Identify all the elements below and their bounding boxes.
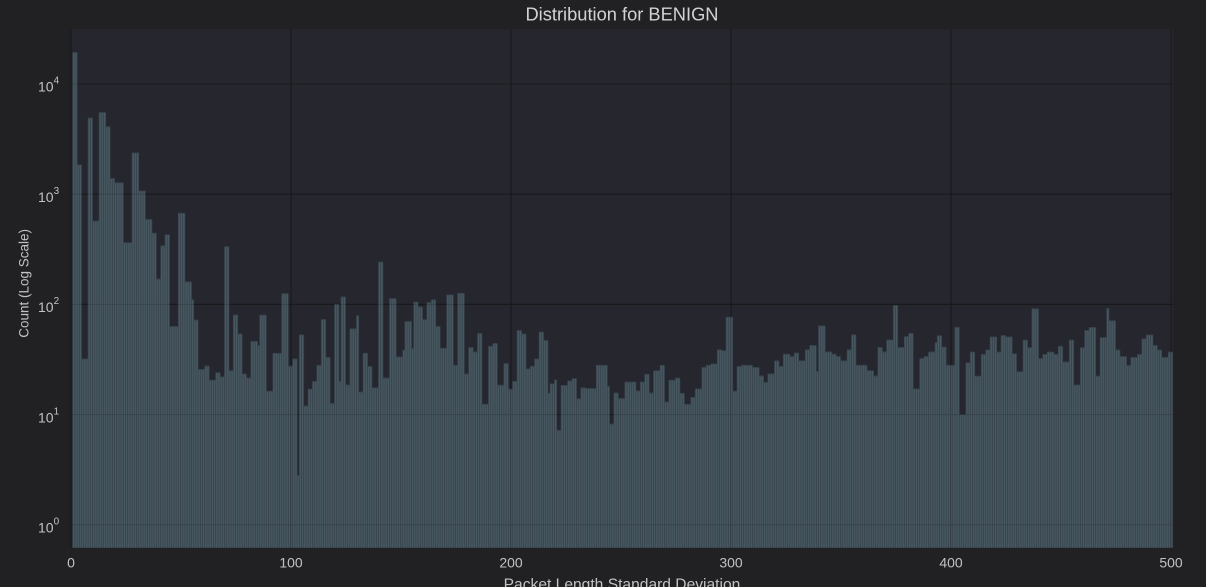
svg-text:0: 0 bbox=[54, 517, 60, 528]
svg-text:10: 10 bbox=[38, 299, 54, 315]
svg-text:400: 400 bbox=[939, 555, 963, 571]
svg-text:0: 0 bbox=[67, 555, 75, 571]
svg-text:Packet Length Standard Deviati: Packet Length Standard Deviation bbox=[504, 577, 741, 587]
svg-text:3: 3 bbox=[54, 186, 60, 197]
svg-text:10: 10 bbox=[38, 189, 54, 205]
svg-text:10: 10 bbox=[38, 409, 54, 425]
svg-text:Distribution for BENIGN: Distribution for BENIGN bbox=[525, 4, 718, 25]
svg-text:300: 300 bbox=[719, 555, 743, 571]
svg-text:500: 500 bbox=[1159, 555, 1183, 571]
svg-text:100: 100 bbox=[279, 555, 303, 571]
svg-text:Count (Log Scale): Count (Log Scale) bbox=[17, 229, 32, 338]
svg-text:10: 10 bbox=[38, 520, 54, 536]
svg-text:200: 200 bbox=[499, 555, 523, 571]
svg-text:4: 4 bbox=[54, 76, 60, 87]
svg-text:1: 1 bbox=[54, 406, 60, 417]
svg-text:10: 10 bbox=[38, 79, 54, 95]
svg-text:2: 2 bbox=[54, 296, 60, 307]
